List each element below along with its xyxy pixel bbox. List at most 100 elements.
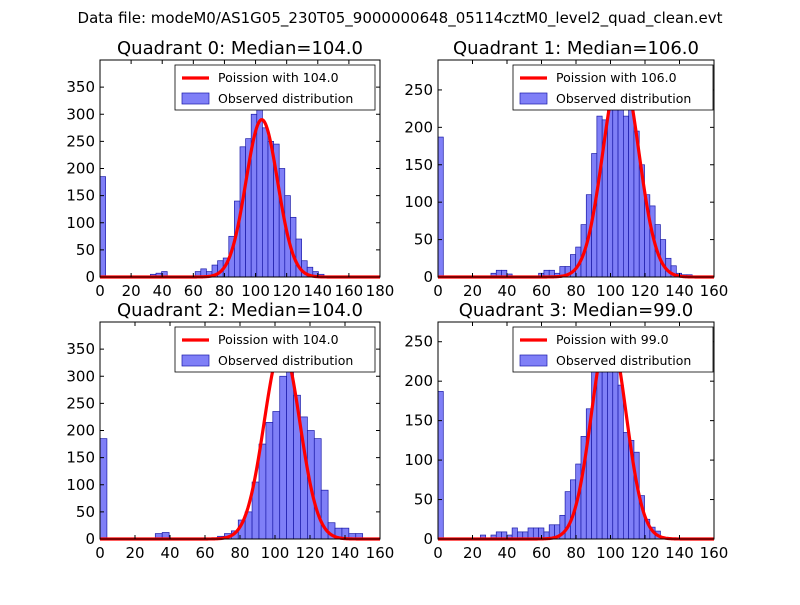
y-tick-label: 0	[423, 530, 433, 548]
y-tick-label: 200	[404, 372, 433, 390]
panel-title: Quadrant 3: Median=99.0	[459, 300, 694, 321]
y-tick-label: 50	[414, 231, 433, 249]
y-tick-label: 300	[66, 105, 95, 123]
panel-quadrant-1: 0 20 40 60 80 100 120 140 160 0 50 100 150 200 250 Quad…	[404, 38, 728, 300]
x-tick-label: 120	[296, 544, 325, 562]
legend-label-observed: Observed distribution	[218, 91, 353, 106]
x-tick-label: 80	[215, 282, 234, 300]
x-tick-label: 100	[596, 282, 625, 300]
x-tick-label: 140	[331, 544, 360, 562]
x-tick-label: 60	[532, 544, 551, 562]
legend-label-poisson: Poission with 99.0	[556, 332, 669, 347]
x-tick-label: 180	[366, 282, 395, 300]
y-tick-label: 150	[404, 156, 433, 174]
panel-title: Quadrant 2: Median=104.0	[117, 300, 363, 321]
x-tick-label: 80	[566, 544, 585, 562]
y-tick-label: 150	[66, 449, 95, 467]
x-tick-label: 100	[261, 544, 290, 562]
y-tick-label: 300	[66, 367, 95, 385]
histogram-bar	[623, 432, 629, 540]
histogram-bar	[612, 361, 619, 540]
x-tick-label: 40	[153, 282, 172, 300]
x-tick-label: 160	[700, 282, 729, 300]
legend-label-observed: Observed distribution	[556, 353, 691, 368]
y-tick-label: 200	[66, 422, 95, 440]
x-tick-label: 120	[631, 282, 660, 300]
legend-bar-swatch	[519, 354, 548, 367]
histogram-bar	[607, 100, 614, 278]
legend-label-observed: Observed distribution	[556, 91, 691, 106]
y-tick-label: 0	[85, 530, 95, 548]
histogram-bar	[279, 375, 287, 540]
y-tick-label: 250	[66, 394, 95, 412]
histogram-bar	[511, 527, 518, 540]
legend-label-observed: Observed distribution	[218, 353, 353, 368]
x-tick-label: 140	[303, 282, 332, 300]
y-tick-label: 50	[76, 241, 95, 259]
y-tick-label: 100	[404, 193, 433, 211]
panel-title: Quadrant 0: Median=104.0	[117, 38, 363, 59]
histogram-bar	[99, 438, 108, 540]
legend: Poission with 99.0 Observed distribution	[512, 326, 714, 373]
x-tick-label: 0	[95, 282, 105, 300]
x-tick-label: 100	[596, 544, 625, 562]
histogram-bar	[527, 527, 534, 540]
y-tick-label: 250	[404, 81, 433, 99]
y-tick-label: 0	[85, 268, 95, 286]
histogram-bar	[256, 89, 263, 278]
y-tick-label: 150	[66, 187, 95, 205]
y-tick-label: 100	[66, 214, 95, 232]
y-tick-label: 50	[76, 503, 95, 521]
legend-label-poisson: Poission with 104.0	[218, 70, 339, 85]
histogram-bar	[601, 353, 608, 540]
y-tick-label: 350	[66, 340, 95, 358]
x-tick-label: 0	[433, 544, 443, 562]
histogram-bar	[262, 127, 269, 278]
x-tick-label: 60	[184, 282, 203, 300]
y-tick-label: 200	[66, 160, 95, 178]
legend: Poission with 106.0 Observed distribution	[512, 64, 714, 111]
x-tick-label: 160	[700, 544, 729, 562]
histogram-bar	[437, 391, 444, 540]
figure-suptitle: Data file: modeM0/AS1G05_230T05_90000006…	[78, 9, 723, 28]
x-tick-label: 80	[566, 282, 585, 300]
legend: Poission with 104.0 Observed distribution	[174, 64, 376, 111]
histogram-bar	[99, 176, 106, 278]
legend-bar-swatch	[519, 92, 548, 105]
panels: 0 20 40 60 80 100 120 140 160 1800501001502002503…	[66, 38, 728, 562]
histogram-bar	[628, 108, 635, 278]
histogram-bar	[265, 422, 274, 540]
legend: Poission with 104.0 Observed distribution	[174, 326, 376, 373]
legend-bar-swatch	[181, 92, 210, 105]
x-tick-label: 160	[366, 544, 395, 562]
panel-quadrant-2: 0 20 40 60 80 100 120 140 160 0 50 100 150 200 250 300 3…	[66, 300, 394, 562]
legend-bar-swatch	[181, 354, 210, 367]
y-tick-label: 100	[66, 476, 95, 494]
x-tick-label: 40	[160, 544, 179, 562]
x-tick-label: 20	[463, 544, 482, 562]
x-tick-label: 80	[230, 544, 249, 562]
x-tick-label: 40	[497, 282, 516, 300]
y-tick-label: 100	[404, 451, 433, 469]
y-tick-label: 250	[66, 132, 95, 150]
y-tick-label: 50	[414, 491, 433, 509]
x-tick-label: 40	[497, 544, 516, 562]
x-tick-label: 120	[272, 282, 301, 300]
panel-quadrant-0: 0 20 40 60 80 100 120 140 160 1800501001502002503…	[66, 38, 394, 300]
histogram-bar	[617, 384, 624, 540]
panel-quadrant-3: 0 20 40 60 80 100 120 140 160 0 50 100 150 200 250 Quad…	[404, 300, 728, 562]
x-tick-label: 140	[665, 544, 694, 562]
x-tick-label: 20	[122, 282, 141, 300]
y-tick-label: 350	[66, 78, 95, 96]
y-tick-label: 200	[404, 118, 433, 136]
panel-title: Quadrant 1: Median=106.0	[453, 38, 699, 59]
x-tick-label: 20	[125, 544, 144, 562]
legend-label-poisson: Poission with 106.0	[556, 70, 677, 85]
x-tick-label: 0	[433, 282, 443, 300]
x-tick-label: 0	[95, 544, 105, 562]
histogram-bar	[532, 527, 539, 540]
histogram-bar	[437, 136, 444, 278]
histogram-bar	[313, 438, 322, 540]
